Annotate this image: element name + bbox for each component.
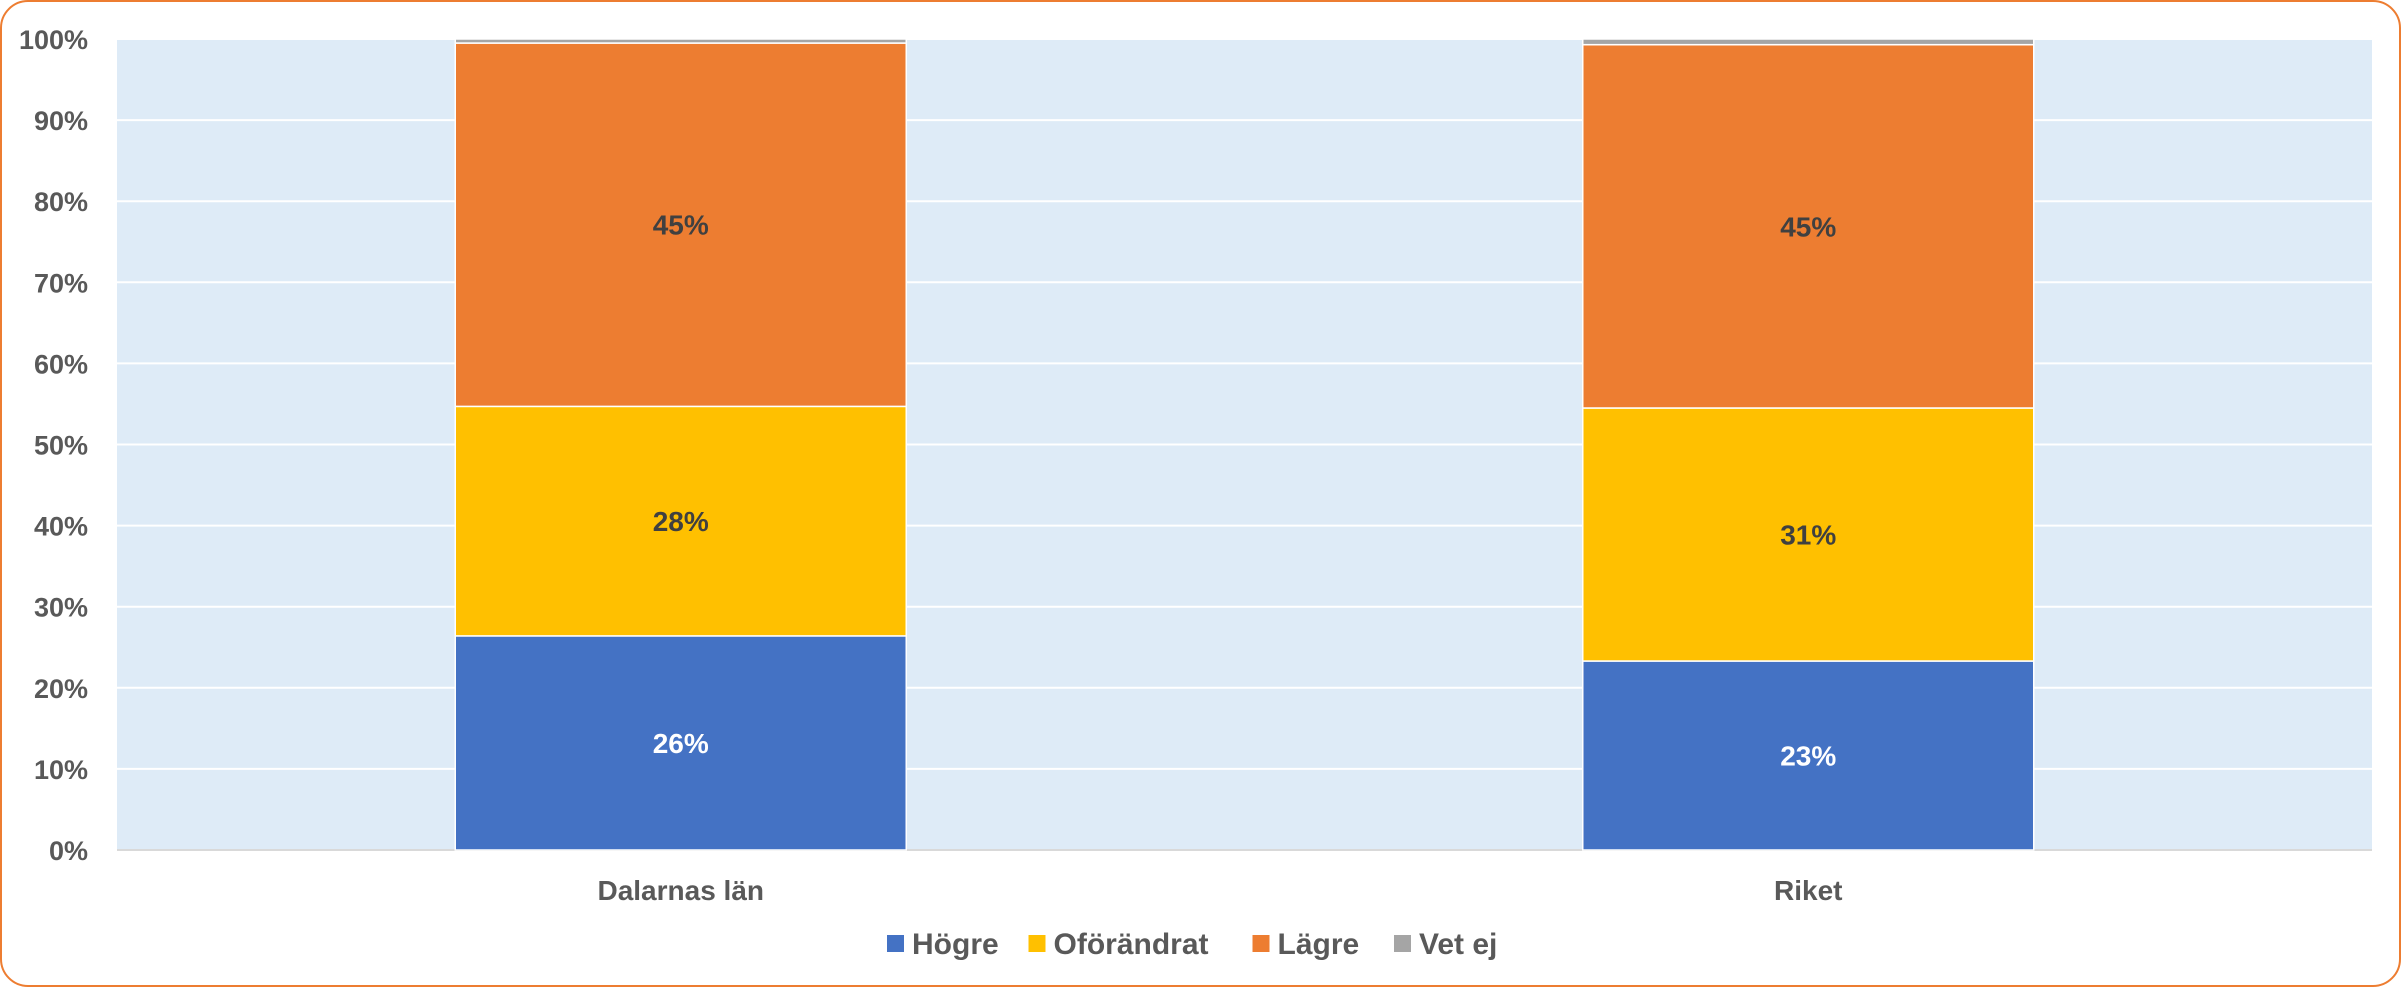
y-tick-label: 40% xyxy=(34,512,88,542)
data-labels: 26% 28% 45% 23% 31% 45% xyxy=(653,210,1837,772)
y-tick-label: 20% xyxy=(34,674,88,704)
data-label: 28% xyxy=(653,506,709,537)
y-tick-label: 90% xyxy=(34,106,88,136)
legend-swatch xyxy=(1394,935,1411,952)
bar-segment xyxy=(1582,660,2035,851)
legend-swatch xyxy=(887,935,904,952)
legend-label: Högre xyxy=(912,928,999,961)
bar-segment xyxy=(454,42,907,408)
y-tick-label: 50% xyxy=(34,431,88,461)
legend-label: Oförändrat xyxy=(1054,928,1209,961)
y-tick-label: 0% xyxy=(49,836,88,866)
bar-segment xyxy=(454,635,907,851)
y-axis-ticks: 0% 10% 20% 30% 40% 50% 60% 70% 80% 90% 100% xyxy=(19,25,88,866)
legend-label: Lägre xyxy=(1278,928,1360,961)
bar-segment xyxy=(454,38,907,44)
bar-segment xyxy=(1582,38,2035,46)
x-axis-categories: Dalarnas län Riket xyxy=(597,875,1842,906)
bar-segment xyxy=(1582,43,2035,409)
y-tick-label: 10% xyxy=(34,755,88,785)
legend: Högre Oförändrat Lägre Vet ej xyxy=(887,928,1497,961)
bars xyxy=(454,38,2035,851)
data-label: 31% xyxy=(1780,520,1836,551)
legend-label: Vet ej xyxy=(1419,928,1497,961)
y-tick-label: 80% xyxy=(34,187,88,217)
data-label: 45% xyxy=(653,210,709,241)
legend-swatch xyxy=(1028,935,1046,952)
data-label: 23% xyxy=(1780,741,1836,772)
legend-swatch xyxy=(1252,935,1270,952)
bar-segment xyxy=(454,405,907,637)
y-tick-label: 70% xyxy=(34,268,88,298)
data-label: 45% xyxy=(1780,211,1836,242)
x-category-label: Dalarnas län xyxy=(597,875,764,906)
data-label: 26% xyxy=(653,728,709,759)
y-tick-label: 30% xyxy=(34,593,88,623)
y-tick-label: 100% xyxy=(19,25,88,55)
bar-segment xyxy=(1582,407,2035,662)
y-tick-label: 60% xyxy=(34,349,88,379)
x-category-label: Riket xyxy=(1774,875,1842,906)
